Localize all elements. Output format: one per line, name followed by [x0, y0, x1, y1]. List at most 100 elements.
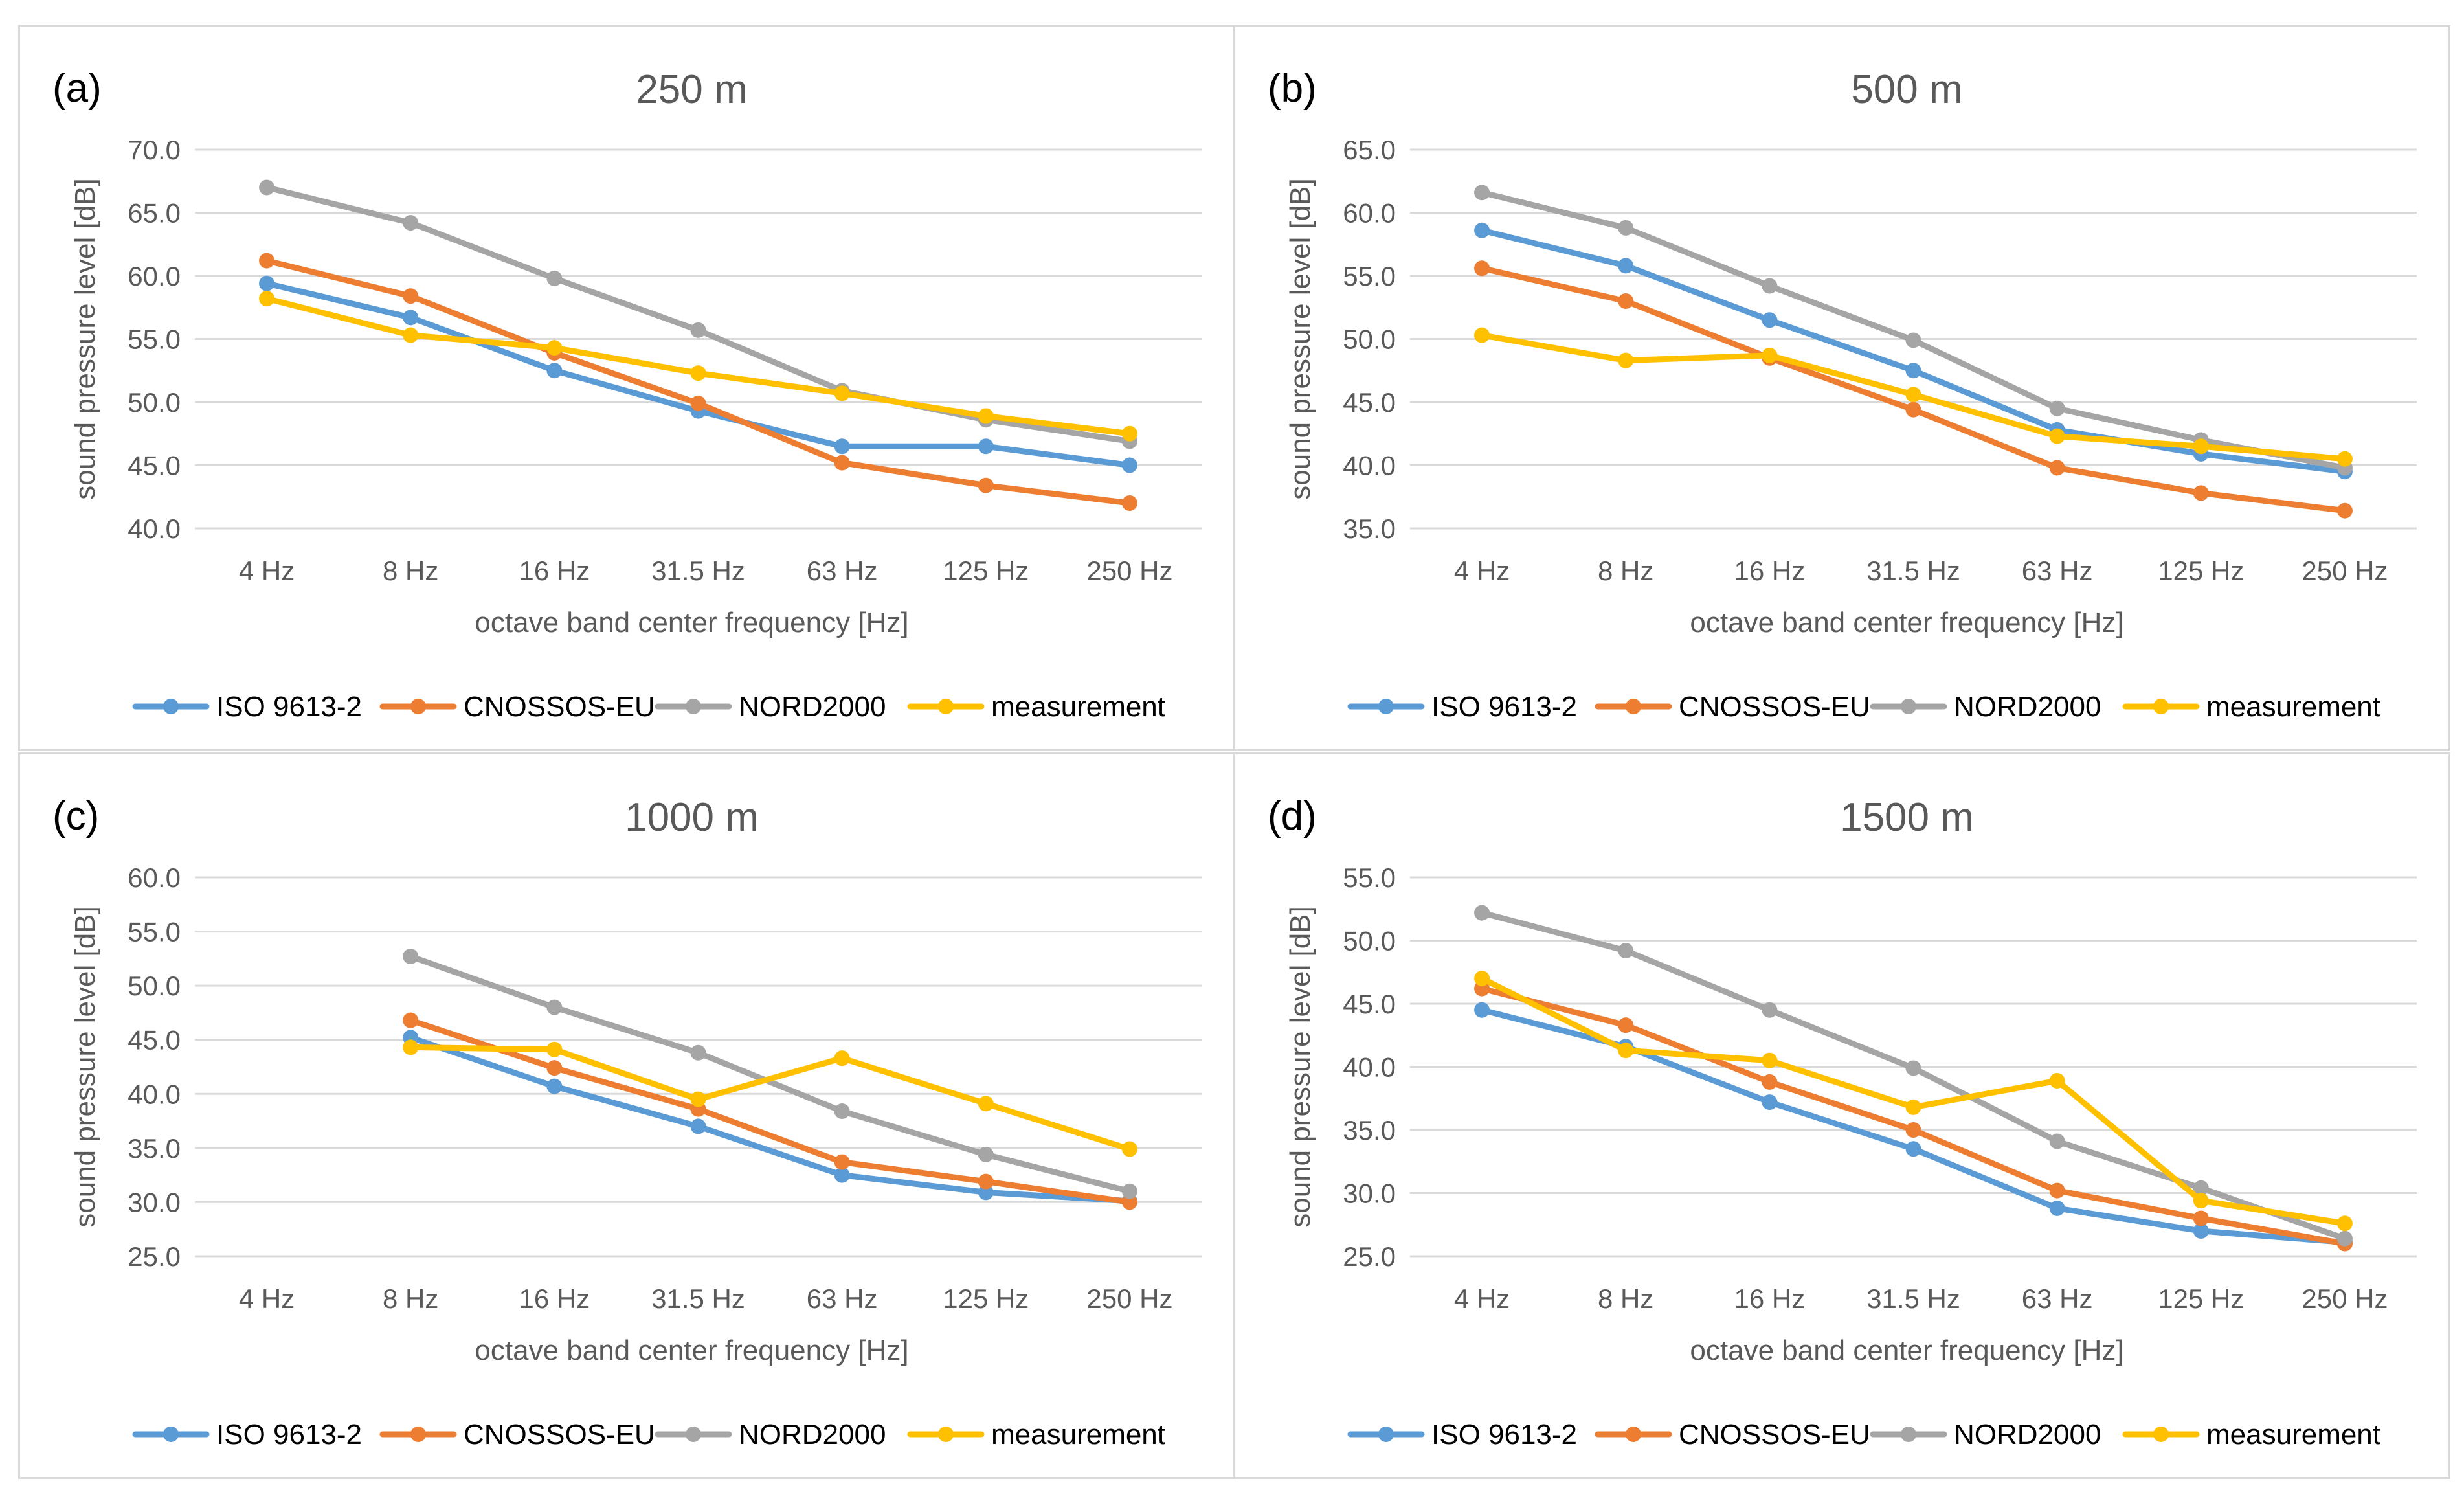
y-tick-label: 60.0 — [1343, 198, 1396, 229]
data-point — [2336, 1215, 2353, 1232]
series-line — [407, 1044, 1133, 1153]
data-point — [1905, 332, 1921, 348]
data-point — [1905, 363, 1921, 379]
data-point — [1905, 1141, 1921, 1157]
data-point — [1905, 387, 1921, 403]
data-point — [546, 1041, 563, 1057]
y-tick-label: 45.0 — [1343, 387, 1396, 418]
data-point — [834, 1154, 850, 1170]
data-point — [546, 363, 563, 379]
series-measurement — [1474, 327, 2353, 467]
data-point — [403, 288, 419, 304]
series-iso-9613-2 — [1474, 222, 2353, 480]
legend-swatch-marker — [163, 699, 179, 714]
data-point — [1905, 1060, 1921, 1076]
data-point — [1618, 293, 1634, 309]
legend-item-nord2000: NORD2000 — [1870, 691, 2101, 723]
chart-title: 1500 m — [1840, 795, 1974, 840]
y-tick-label: 55.0 — [128, 917, 181, 947]
data-point — [834, 1167, 850, 1183]
data-point — [1618, 352, 1634, 368]
data-point — [2336, 502, 2353, 519]
data-point — [1618, 943, 1634, 959]
x-tick-label: 31.5 Hz — [1866, 556, 1960, 586]
y-tick-label: 25.0 — [128, 1241, 181, 1272]
legend-item-measurement: measurement — [907, 691, 1165, 723]
panel-label: (c) — [52, 794, 100, 839]
chart-panel-3: (c) 1000 m 25.0 30.0 35.0 40.0 45.0 50.0 55.0 60.… — [18, 752, 1235, 1479]
data-point — [690, 322, 706, 338]
data-point — [1121, 1141, 1137, 1157]
data-point — [403, 327, 419, 343]
data-point — [834, 455, 850, 471]
data-point — [690, 365, 706, 381]
y-axis-title: sound pressure level [dB] — [69, 178, 101, 500]
legend-item-nord2000: NORD2000 — [1870, 1419, 2101, 1450]
legend-label: ISO 9613-2 — [216, 691, 362, 723]
legend-swatch-marker — [686, 1427, 701, 1442]
line-chart: 500 m 35.0 40.0 45.0 50.0 55.0 60.0 65.0 4 Hz 8 H… — [1284, 67, 2417, 723]
data-point — [2049, 460, 2065, 476]
y-tick-label: 45.0 — [1343, 989, 1396, 1019]
legend-label: measurement — [991, 691, 1165, 723]
x-tick-label: 31.5 Hz — [651, 1283, 745, 1314]
legend-swatch-marker — [686, 699, 701, 714]
data-point — [259, 291, 275, 307]
legend-item-iso-9613-2: ISO 9613-2 — [132, 691, 362, 723]
legend-label: NORD2000 — [1954, 1419, 2101, 1450]
chart-panel-4: (d) 1500 m 25.0 30.0 35.0 40.0 45.0 50.0 55.0 4 H… — [1233, 752, 2450, 1479]
y-tick-label: 35.0 — [1343, 1115, 1396, 1146]
y-axis-title: sound pressure level [dB] — [1284, 178, 1316, 500]
data-point — [403, 949, 419, 965]
y-tick-label: 50.0 — [128, 971, 181, 1001]
x-tick-label: 4 Hz — [1454, 556, 1510, 586]
data-point — [1618, 1043, 1634, 1059]
x-tick-label: 250 Hz — [1086, 1283, 1172, 1314]
y-tick-label: 55.0 — [1343, 863, 1396, 893]
legend-swatch-marker — [938, 699, 954, 714]
data-point — [403, 1039, 419, 1055]
y-tick-label: 30.0 — [128, 1187, 181, 1217]
data-point — [1474, 260, 1490, 276]
chart-title: 1000 m — [625, 795, 759, 840]
y-tick-label: 30.0 — [1343, 1179, 1396, 1209]
series-nord2000 — [403, 949, 1137, 1199]
x-tick-label: 63 Hz — [2022, 556, 2093, 586]
x-tick-label: 250 Hz — [2302, 1283, 2388, 1314]
line-chart: 1000 m 25.0 30.0 35.0 40.0 45.0 50.0 55.0 60.0 4 … — [69, 795, 1202, 1450]
data-point — [1618, 220, 1634, 236]
legend-swatch-marker — [1626, 699, 1641, 714]
x-tick-label: 8 Hz — [383, 1283, 438, 1314]
data-point — [1474, 1002, 1490, 1018]
y-tick-label: 40.0 — [128, 1079, 181, 1109]
series-line — [407, 1017, 1133, 1205]
data-point — [1762, 1052, 1778, 1068]
data-point — [1762, 347, 1778, 363]
y-tick-label: 60.0 — [128, 863, 181, 893]
legend-swatch-marker — [1626, 1427, 1641, 1442]
legend-item-nord2000: NORD2000 — [655, 1419, 886, 1450]
legend-label: CNOSSOS-EU — [464, 691, 655, 723]
series-measurement — [403, 1039, 1137, 1157]
data-point — [546, 1078, 563, 1094]
legend-item-cnossos-eu: CNOSSOS-EU — [1595, 1419, 1870, 1450]
legend-swatch-marker — [938, 1427, 954, 1442]
legend-swatch-marker — [1901, 1427, 1916, 1442]
data-point — [2336, 1230, 2353, 1247]
data-point — [978, 408, 994, 424]
data-point — [1618, 258, 1634, 274]
series-line — [1479, 227, 2348, 475]
legend-label: NORD2000 — [739, 1419, 886, 1450]
y-tick-label: 45.0 — [128, 1025, 181, 1055]
data-point — [1474, 971, 1490, 986]
legend-item-iso-9613-2: ISO 9613-2 — [1347, 1419, 1577, 1450]
legend-swatch-marker — [2153, 699, 2169, 714]
legend-label: ISO 9613-2 — [1431, 691, 1577, 723]
line-chart: 250 m 40.0 45.0 50.0 55.0 60.0 65.0 70.0 4 Hz 8 H… — [69, 67, 1202, 723]
y-tick-label: 25.0 — [1343, 1241, 1396, 1272]
series-nord2000 — [1474, 905, 2353, 1247]
data-point — [978, 1173, 994, 1190]
x-axis-title: octave band center frequency [Hz] — [1690, 607, 2123, 638]
legend-swatch-marker — [410, 1427, 426, 1442]
